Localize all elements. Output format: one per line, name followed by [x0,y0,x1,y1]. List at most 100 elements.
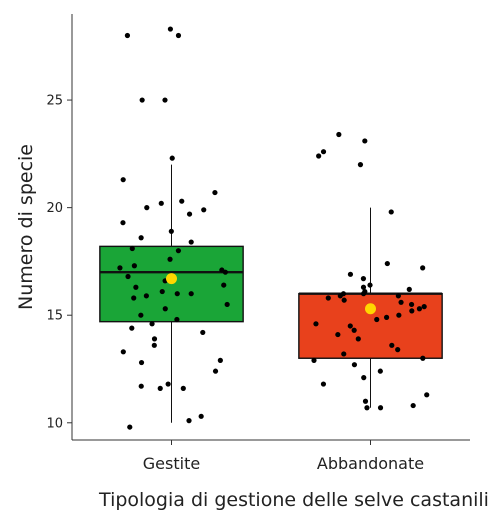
data-point [221,282,227,288]
y-tick-label: 25 [46,94,63,109]
data-point [201,207,207,213]
y-tick-label: 15 [46,309,63,324]
data-point [186,211,193,217]
data-point [395,347,401,353]
y-tick-label: 10 [46,416,63,431]
data-point [222,269,228,275]
data-point [212,189,218,196]
data-point [410,402,416,409]
data-point [364,405,370,411]
data-point [129,325,135,331]
data-point [377,405,384,411]
x-tick-label: Abbandonate [317,454,424,473]
data-point [224,301,230,308]
data-point [377,368,383,374]
data-point [138,312,144,318]
data-point [162,97,168,103]
data-point [409,308,415,314]
data-point [167,26,174,32]
data-point [341,351,347,357]
data-point [159,288,165,295]
data-point [351,327,357,333]
data-point [175,248,182,254]
data-point [169,155,175,161]
data-point [383,314,390,320]
data-point [180,385,186,391]
data-point [374,316,380,323]
data-point [133,284,139,290]
data-point [186,418,192,424]
data-point [131,295,137,301]
box-group-abbandonate [298,131,443,411]
data-point [388,209,394,215]
data-point [360,276,367,282]
data-point [396,312,402,318]
data-point [125,273,131,280]
data-point [217,357,223,363]
data-point [337,293,343,299]
data-point [384,260,390,267]
mean-marker [166,273,177,285]
data-point [165,381,171,387]
data-point [139,97,145,103]
data-point [357,162,364,168]
data-point [129,245,135,252]
x-tick-label: Gestite [143,454,200,473]
data-point [341,297,347,303]
plot-area [99,26,443,430]
data-point [351,362,358,368]
data-point [175,32,182,39]
data-point [335,331,341,338]
data-point [174,316,180,323]
data-point [398,299,404,305]
data-point [416,306,423,312]
data-point [120,220,126,226]
data-point [200,329,206,336]
data-point [347,323,353,329]
data-point [144,205,150,211]
data-point [151,342,157,348]
data-point [143,293,149,299]
y-axis-title: Numero di specie [15,144,37,310]
data-point [167,256,173,262]
data-point [367,282,373,288]
data-point [355,336,361,342]
x-axis-title: Tipologia di gestione delle selve castan… [98,489,489,511]
data-point [138,383,144,389]
data-point [162,306,168,312]
data-point [157,385,163,391]
data-point [311,357,317,363]
data-point [362,398,369,404]
data-point [149,321,155,327]
data-point [131,263,137,269]
data-point [188,291,194,297]
data-point [347,271,354,277]
mean-marker [365,303,376,315]
data-point [188,239,194,245]
data-point [138,235,144,241]
box-group-gestite [99,26,244,430]
data-point [316,153,322,159]
data-point [168,228,174,234]
data-point [408,301,415,308]
data-point [424,392,430,398]
data-point [420,265,426,271]
data-point [362,138,368,144]
data-point [406,286,412,292]
data-point [336,131,342,138]
data-point [325,295,331,301]
data-point [320,149,327,155]
axes: Gestite Abbandonate 10 15 20 25 [46,14,470,473]
data-point [313,321,319,327]
data-point [198,413,204,419]
data-point [320,381,327,387]
data-point [158,200,164,206]
data-point [212,368,219,374]
data-point [151,336,158,342]
data-point [120,349,126,355]
data-point [395,293,401,299]
data-point [127,424,133,430]
data-point [174,291,180,297]
y-tick-label: 20 [46,201,63,216]
